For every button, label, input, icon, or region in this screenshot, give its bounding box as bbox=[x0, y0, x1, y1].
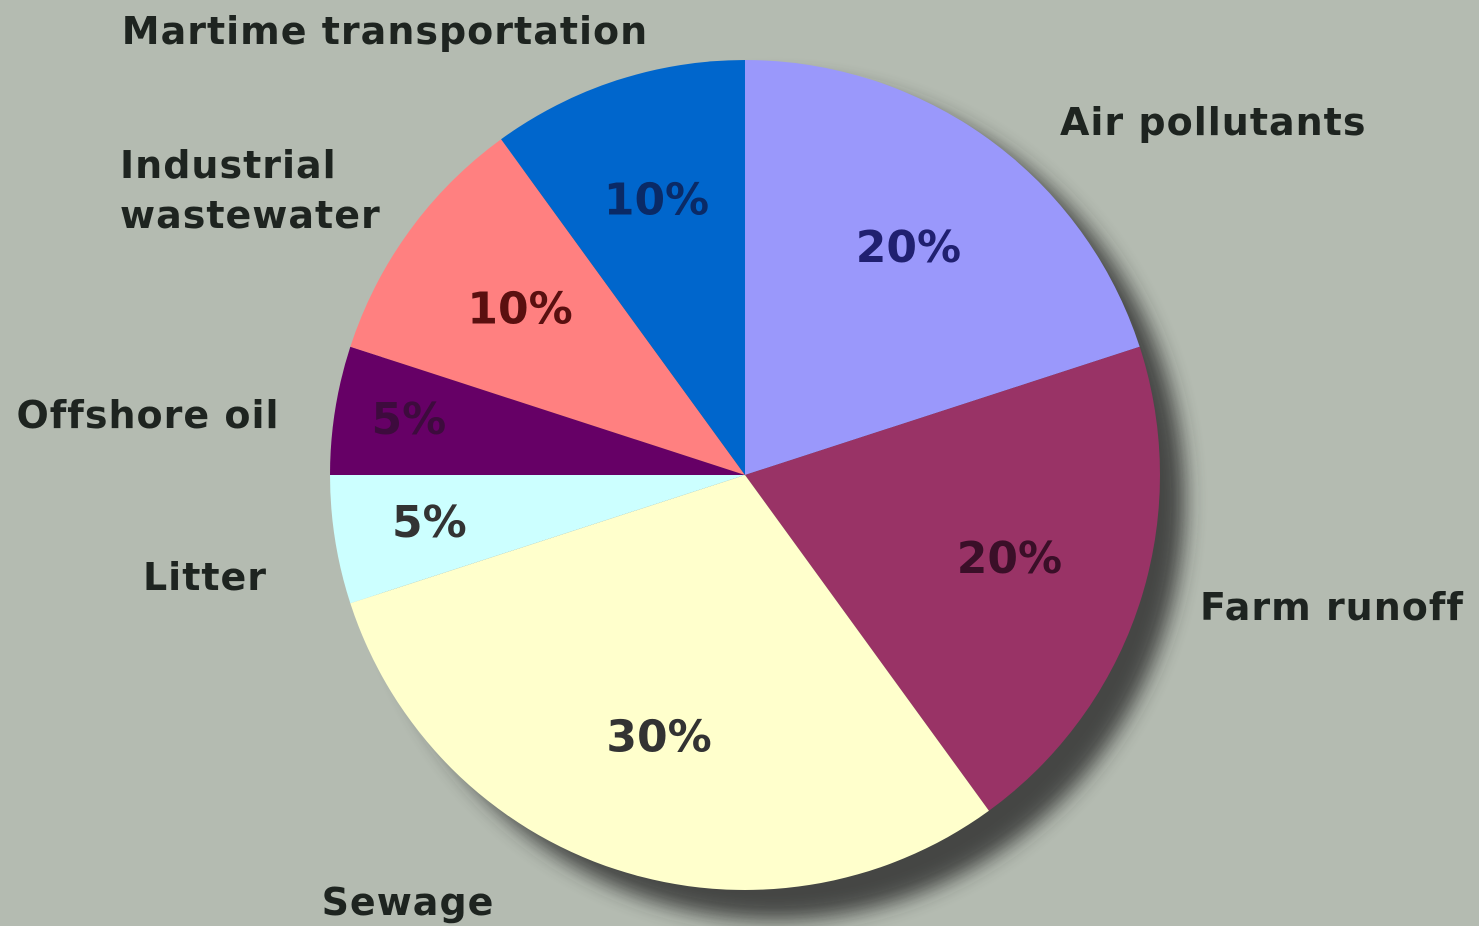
pie-value-labels: 20% 20% 30% 5% 5% 10% 10% bbox=[372, 175, 1063, 763]
pie-slice-farm-runoff bbox=[745, 346, 1160, 811]
value-label-offshore-oil: 5% bbox=[372, 394, 447, 445]
pie-slice-offshore-oil bbox=[330, 346, 745, 475]
pie-slice-sewage bbox=[350, 475, 989, 890]
category-label-sewage: Sewage bbox=[322, 880, 495, 924]
value-label-sewage: 30% bbox=[606, 711, 711, 762]
pie-slice-martime-transportation bbox=[501, 60, 745, 475]
pie-slice-air-pollutants bbox=[745, 60, 1140, 475]
pie-slice-litter bbox=[330, 475, 745, 604]
value-label-air-pollutants: 20% bbox=[856, 222, 961, 273]
pie-slices bbox=[330, 60, 1160, 890]
category-label-air-pollutants: Air pollutants bbox=[1060, 100, 1366, 144]
pie-slice-industrial-wastewater bbox=[350, 139, 745, 475]
value-label-martime-transportation: 10% bbox=[604, 175, 709, 226]
value-label-industrial-wastewater: 10% bbox=[467, 284, 572, 335]
category-label-martime-transportation: Martime transportation bbox=[122, 9, 648, 53]
category-label-industrial-wastewater: Industrial wastewater bbox=[120, 143, 381, 237]
category-label-offshore-oil: Offshore oil bbox=[16, 393, 279, 437]
category-label-litter: Litter bbox=[143, 555, 267, 599]
pie-category-labels: Air pollutants Farm runoff Sewage Litter Off… bbox=[16, 9, 1464, 924]
value-label-farm-runoff: 20% bbox=[957, 533, 1062, 584]
category-label-farm-runoff: Farm runoff bbox=[1200, 585, 1464, 629]
value-label-litter: 5% bbox=[392, 497, 467, 548]
